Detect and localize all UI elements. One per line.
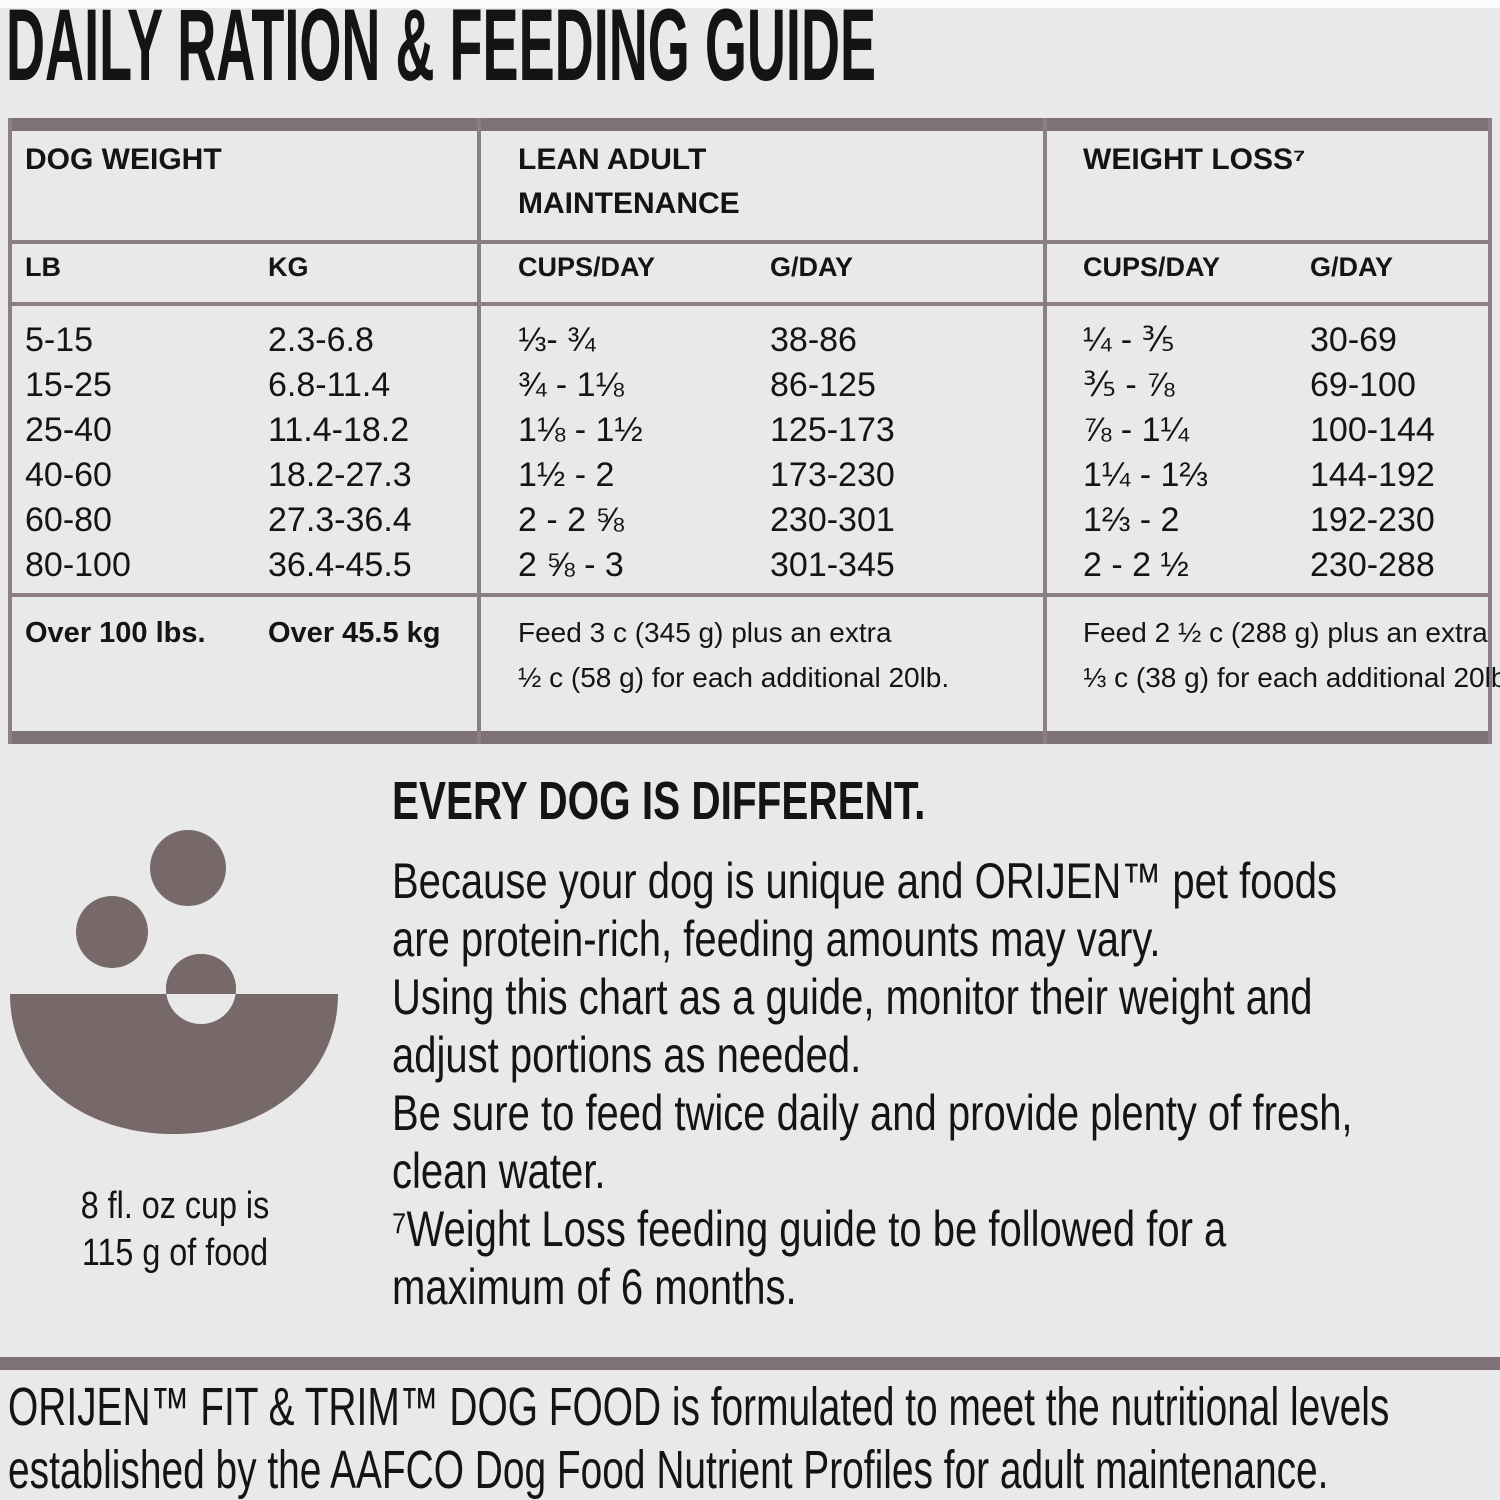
table-cell: 1⅛ - 1½ [518,411,643,449]
footer-statement: ORIJEN™ FIT & TRIM™ DOG FOOD is formulat… [8,1376,1500,1500]
table-cell: 2 - 2 ⅝ [518,501,624,539]
col-group-dog-weight: DOG WEIGHT [25,143,222,176]
table-cell: 2.3-6.8 [268,321,374,359]
table-cell: ¾ - 1⅛ [518,366,624,404]
cup-note-line: 115 g of food [81,1232,269,1274]
table-divider-header [8,240,1492,244]
table-cell: 2 ⅝ - 3 [518,546,624,584]
table-cell: 144-192 [1310,456,1435,494]
col-header-cups-day-lean: CUPS/DAY [518,252,656,282]
table-border-top [8,118,1492,131]
table-cell: ¼ - ⅗ [1083,321,1175,359]
table-border-left [8,118,12,744]
table-cell: 192-230 [1310,501,1435,539]
col-header-kg: KG [268,252,309,282]
table-cell: ⅗ - ⅞ [1083,366,1175,404]
footer-line: ORIJEN™ FIT & TRIM™ DOG FOOD is formulat… [8,1377,1390,1437]
table-cell: 15-25 [25,366,112,404]
table-cell: 125-173 [770,411,895,449]
table-cell: 80-100 [25,546,131,584]
col-header-g-day-lean: G/DAY [770,252,854,282]
kibble-circle [76,896,148,968]
info-paragraph: Because your dog is unique and ORIJEN™ p… [392,852,1500,1316]
table-cell: 38-86 [770,321,857,359]
over-row-loss-line-2: ⅓ c (38 g) for each additional 20lb. [1083,662,1500,693]
table-cell: 173-230 [770,456,895,494]
table-border-right [1488,118,1492,744]
table-cell: 230-301 [770,501,895,539]
table-cell: 1¼ - 1⅔ [1083,456,1208,494]
table-cell: 6.8-11.4 [268,366,391,404]
info-line: maximum of 6 months. [392,1259,797,1315]
table-divider-vertical-1 [477,118,481,744]
table-cell: ⅞ - 1¼ [1083,411,1189,449]
page-title: DAILY RATION & FEEDING GUIDE [6,0,877,102]
table-cell: 69-100 [1310,366,1416,404]
footer-line: established by the AAFCO Dog Food Nutrie… [8,1440,1329,1500]
table-cell: 1⅔ - 2 [1083,501,1180,539]
kibble-circle [150,830,226,906]
table-divider-data-bottom [8,593,1492,597]
table-cell: 5-15 [25,321,94,359]
col-group-lean-adult-maintenance: LEAN ADULT MAINTENANCE [518,143,740,220]
bowl-shape [10,954,338,1134]
cup-note: 8 fl. oz cup is 115 g of food [42,1183,309,1277]
table-cell: 40-60 [25,456,112,494]
table-cell: 36.4-45.5 [268,546,412,584]
over-row-kg: Over 45.5 kg [268,617,441,649]
info-line: Be sure to feed twice daily and provide … [392,1085,1353,1141]
info-line: ⁷Weight Loss feeding guide to be followe… [392,1201,1227,1257]
info-line: Because your dog is unique and ORIJEN™ p… [392,853,1337,909]
table-cell: 11.4-18.2 [268,411,410,449]
table-divider-vertical-2 [1043,118,1047,744]
over-row-lb: Over 100 lbs. [25,617,206,649]
info-line: Using this chart as a guide, monitor the… [392,969,1313,1025]
table-cell: 86-125 [770,366,876,404]
table-border-bottom [8,731,1492,744]
col-group-weight-loss: WEIGHT LOSS⁷ [1083,143,1306,176]
table-cell: 27.3-36.4 [268,501,412,539]
over-row-loss-line-1: Feed 2 ½ c (288 g) plus an extra [1083,617,1488,648]
col-header-cups-day-loss: CUPS/DAY [1083,252,1221,282]
table-cell: 25-40 [25,411,112,449]
table-cell: 30-69 [1310,321,1397,359]
info-line: are protein-rich, feeding amounts may va… [392,911,1161,967]
table-cell: 301-345 [770,546,895,584]
dog-bowl-icon [10,830,338,1134]
col-header-g-day-loss: G/DAY [1310,252,1394,282]
info-line: clean water. [392,1143,606,1199]
top-edge-strip [0,0,1500,8]
table-cell: ⅓- ¾ [518,321,596,359]
table-cell: 230-288 [1310,546,1435,584]
table-cell: 100-144 [1310,411,1435,449]
col-header-lb: LB [25,252,61,282]
over-row-lean-line-2: ½ c (58 g) for each additional 20lb. [518,662,950,693]
info-line: adjust portions as needed. [392,1027,862,1083]
info-heading: EVERY DOG IS DIFFERENT. [392,771,926,831]
table-cell: 1½ - 2 [518,456,615,494]
table-divider-subheader [8,302,1492,306]
table-cell: 2 - 2 ½ [1083,546,1189,584]
cup-note-line: 8 fl. oz cup is [80,1185,270,1227]
over-row-lean-line-1: Feed 3 c (345 g) plus an extra [518,617,892,648]
table-cell: 18.2-27.3 [268,456,412,494]
table-cell: 60-80 [25,501,112,539]
footer-divider-bar [0,1357,1500,1370]
